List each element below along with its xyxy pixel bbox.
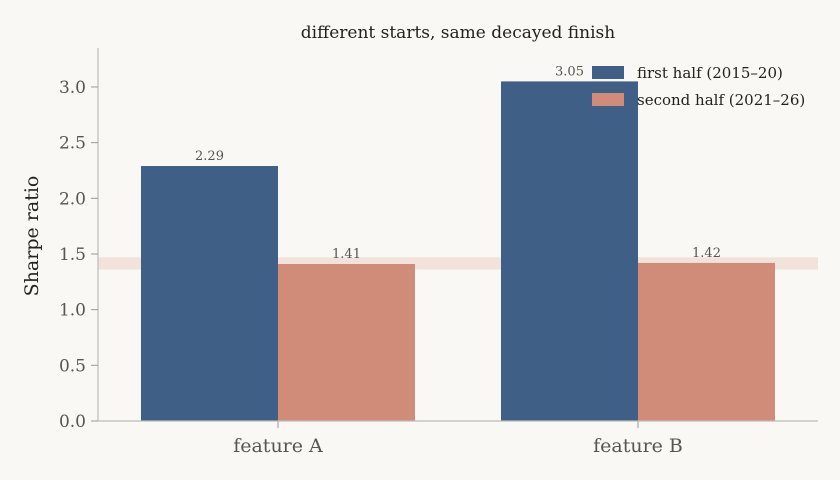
data-label: 1.41	[332, 247, 361, 262]
data-label: 1.42	[692, 246, 721, 261]
y-tick-label: 1.5	[59, 245, 86, 265]
y-axis-label: Sharpe ratio	[21, 176, 43, 297]
x-tick-label: feature B	[593, 435, 683, 457]
y-tick-label: 0.5	[59, 356, 86, 376]
bar-2-2	[638, 262, 775, 421]
y-tick-label: 2.5	[59, 134, 86, 154]
y-tick-label: 2.0	[59, 189, 86, 209]
chart-title: different starts, same decayed finish	[301, 23, 615, 43]
bar-2-1	[278, 264, 415, 421]
legend-swatch-1	[592, 66, 624, 79]
axes-layer: feature A feature B 0.0 0.5 1.0 1.5 2.0 2.5 3.0	[59, 48, 818, 457]
data-label: 3.05	[555, 64, 584, 79]
legend-label: second half (2021–26)	[637, 91, 805, 109]
bar-1-2	[501, 81, 638, 421]
data-label: 2.29	[195, 149, 224, 164]
x-tick-label: feature A	[233, 435, 323, 457]
legend: first half (2015–20) second half (2021–26…	[592, 64, 805, 109]
y-tick-label: 1.0	[59, 301, 86, 321]
bar-1-1	[141, 166, 278, 421]
legend-label: first half (2015–20)	[637, 64, 783, 82]
y-tick-label: 3.0	[59, 78, 86, 98]
data-labels-layer: 2.29 1.41 3.05 1.42	[195, 64, 721, 262]
y-tick-label: 0.0	[59, 412, 86, 432]
bars-layer	[141, 81, 775, 421]
legend-swatch-2	[592, 93, 624, 106]
